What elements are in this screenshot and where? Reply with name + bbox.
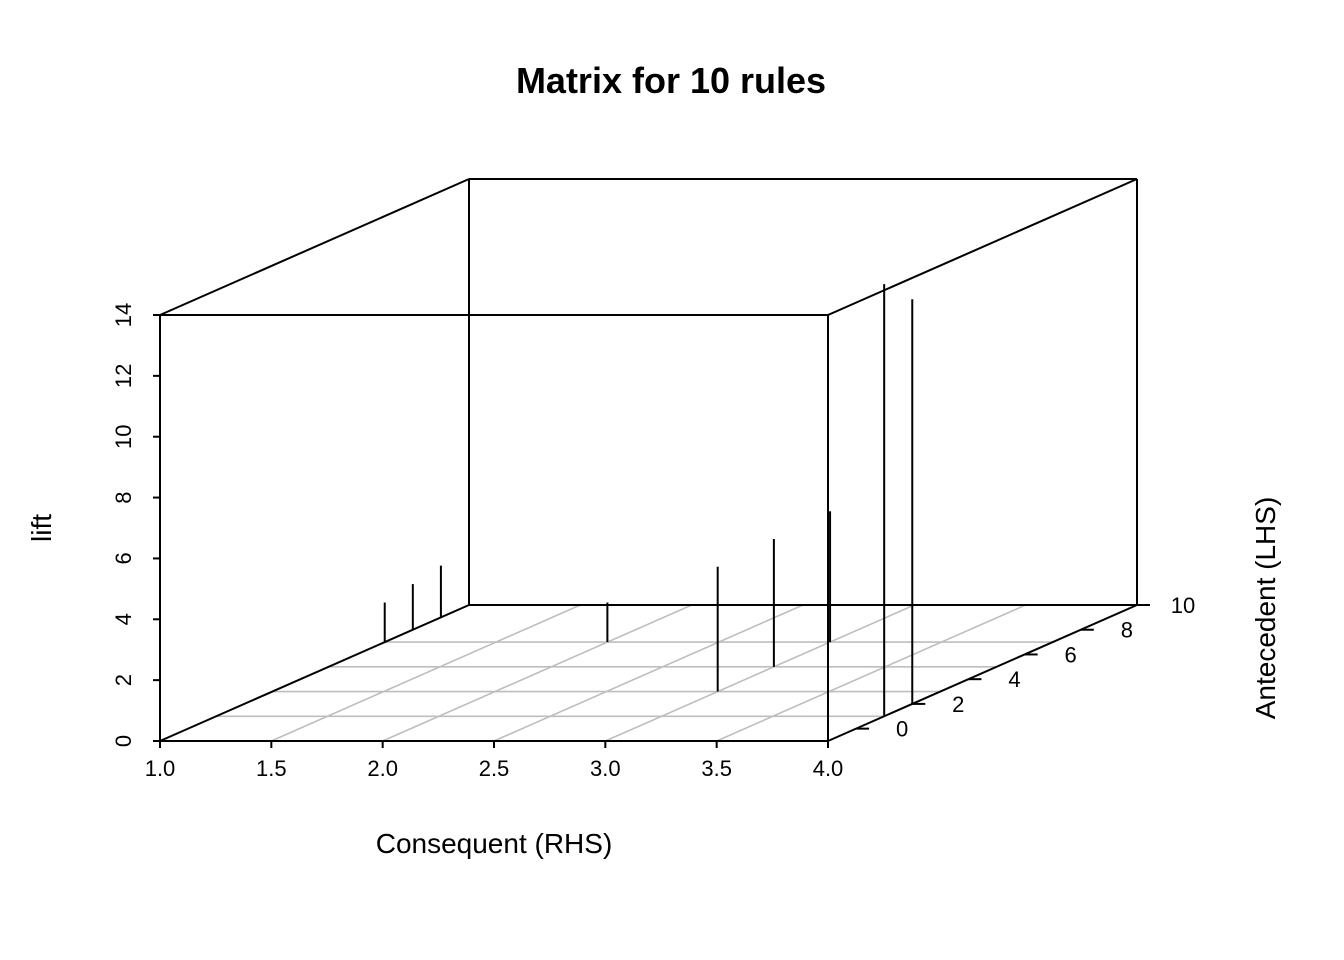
- x-tick-label: 3.0: [590, 756, 621, 781]
- grid-line-x: [716, 604, 1026, 742]
- z-tick-label: 2: [111, 674, 136, 686]
- y-tick-label: 8: [1121, 618, 1133, 643]
- z-tick-label: 10: [111, 424, 136, 448]
- z-tick-label: 8: [111, 491, 136, 503]
- x-tick-label: 1.5: [256, 756, 287, 781]
- y-tick-label: 2: [952, 692, 964, 717]
- y-tick-label: 10: [1171, 593, 1195, 618]
- x-tick-label: 2.0: [367, 756, 398, 781]
- frame-edge: [827, 178, 1138, 316]
- frame-edge: [159, 178, 470, 316]
- box-frame: [159, 178, 1138, 742]
- frame-edge: [159, 604, 470, 742]
- x-tick-label: 2.5: [479, 756, 510, 781]
- x-tick-label: 4.0: [813, 756, 844, 781]
- z-tick-label: 6: [111, 552, 136, 564]
- floor-grid: [216, 604, 1053, 742]
- z-tick-label: 14: [111, 303, 136, 327]
- x-tick-label: 3.5: [701, 756, 732, 781]
- chart-title: Matrix for 10 rules: [516, 60, 826, 101]
- grid-line-x: [382, 604, 692, 742]
- frame-edge: [827, 604, 1138, 742]
- axis-ticks: 1.0 1.5 2.0 2.5 3.0 3.5 4.0 0 2 4 6 8 10 0 2 4 6 8 10 12 14: [111, 303, 1195, 781]
- grid-line-x: [493, 604, 804, 742]
- z-axis-label: lift: [26, 514, 57, 542]
- y-tick-label: 6: [1065, 642, 1077, 667]
- x-axis-label: Consequent (RHS): [376, 828, 613, 859]
- grid-line-x: [605, 604, 915, 742]
- x-tick-label: 1.0: [145, 756, 176, 781]
- z-tick-label: 12: [111, 364, 136, 388]
- grid-line-x: [271, 604, 581, 742]
- z-tick-label: 4: [111, 613, 136, 625]
- y-tick-label: 4: [1008, 667, 1020, 692]
- y-axis-label: Antecedent (LHS): [1250, 497, 1281, 720]
- z-tick-label: 0: [111, 735, 136, 747]
- rule-spikes: [383, 284, 914, 717]
- y-tick-label: 0: [896, 717, 908, 742]
